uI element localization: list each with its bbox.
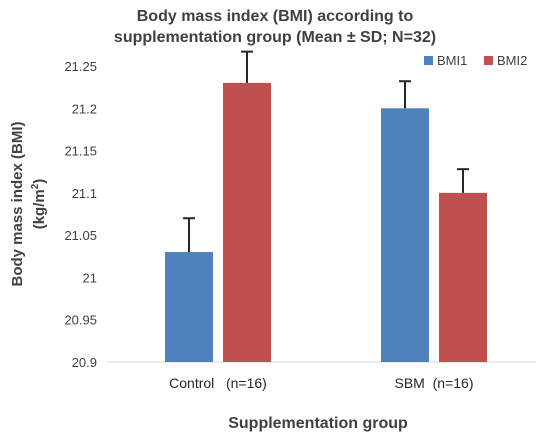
x-axis-label: Supplementation group <box>228 415 408 432</box>
legend: BMI1 BMI2 <box>424 53 527 68</box>
bar-bmi2-0 <box>223 82 271 363</box>
y-axis-label-unit: (kg/m2) <box>30 179 48 230</box>
y-tick-label: 21 <box>83 270 97 285</box>
legend-label-bmi2: BMI2 <box>497 53 527 68</box>
bar-bmi1-0 <box>165 252 213 362</box>
bar-bmi1-1 <box>381 108 429 363</box>
y-tick-label: 21.25 <box>64 59 97 74</box>
y-tick-label: 21.2 <box>72 101 97 116</box>
x-axis-categories: Control (n=16) SBM (n=16) <box>169 375 473 391</box>
chart-title-line1: Body mass index (BMI) according to <box>136 8 414 25</box>
y-tick-label: 21.1 <box>72 186 97 201</box>
y-tick-label: 21.05 <box>64 228 97 243</box>
y-tick-label: 20.9 <box>72 355 97 370</box>
x-category-label: Control (n=16) <box>169 375 267 391</box>
y-axis-label-line1: Body mass index (BMI) <box>9 121 26 286</box>
legend-label-bmi1: BMI1 <box>437 53 467 68</box>
legend-swatch-bmi2 <box>484 56 493 65</box>
x-category-label: SBM (n=16) <box>395 375 474 391</box>
chart-title: Body mass index (BMI) according to suppl… <box>0 6 550 48</box>
bars-group <box>165 82 487 363</box>
chart-title-line2: supplementation group (Mean ± SD; N=32) <box>113 29 437 46</box>
y-tick-label: 20.95 <box>64 313 97 328</box>
y-tick-label: 21.15 <box>64 144 97 159</box>
error-bars-group <box>183 50 469 253</box>
y-axis-ticks: 20.9 20.95 21 21.05 21.1 21.15 21.2 21.25 <box>64 59 97 370</box>
bar-bmi2-1 <box>439 192 487 362</box>
legend-swatch-bmi1 <box>424 56 433 65</box>
y-axis-label: Body mass index (BMI) <box>9 121 26 286</box>
